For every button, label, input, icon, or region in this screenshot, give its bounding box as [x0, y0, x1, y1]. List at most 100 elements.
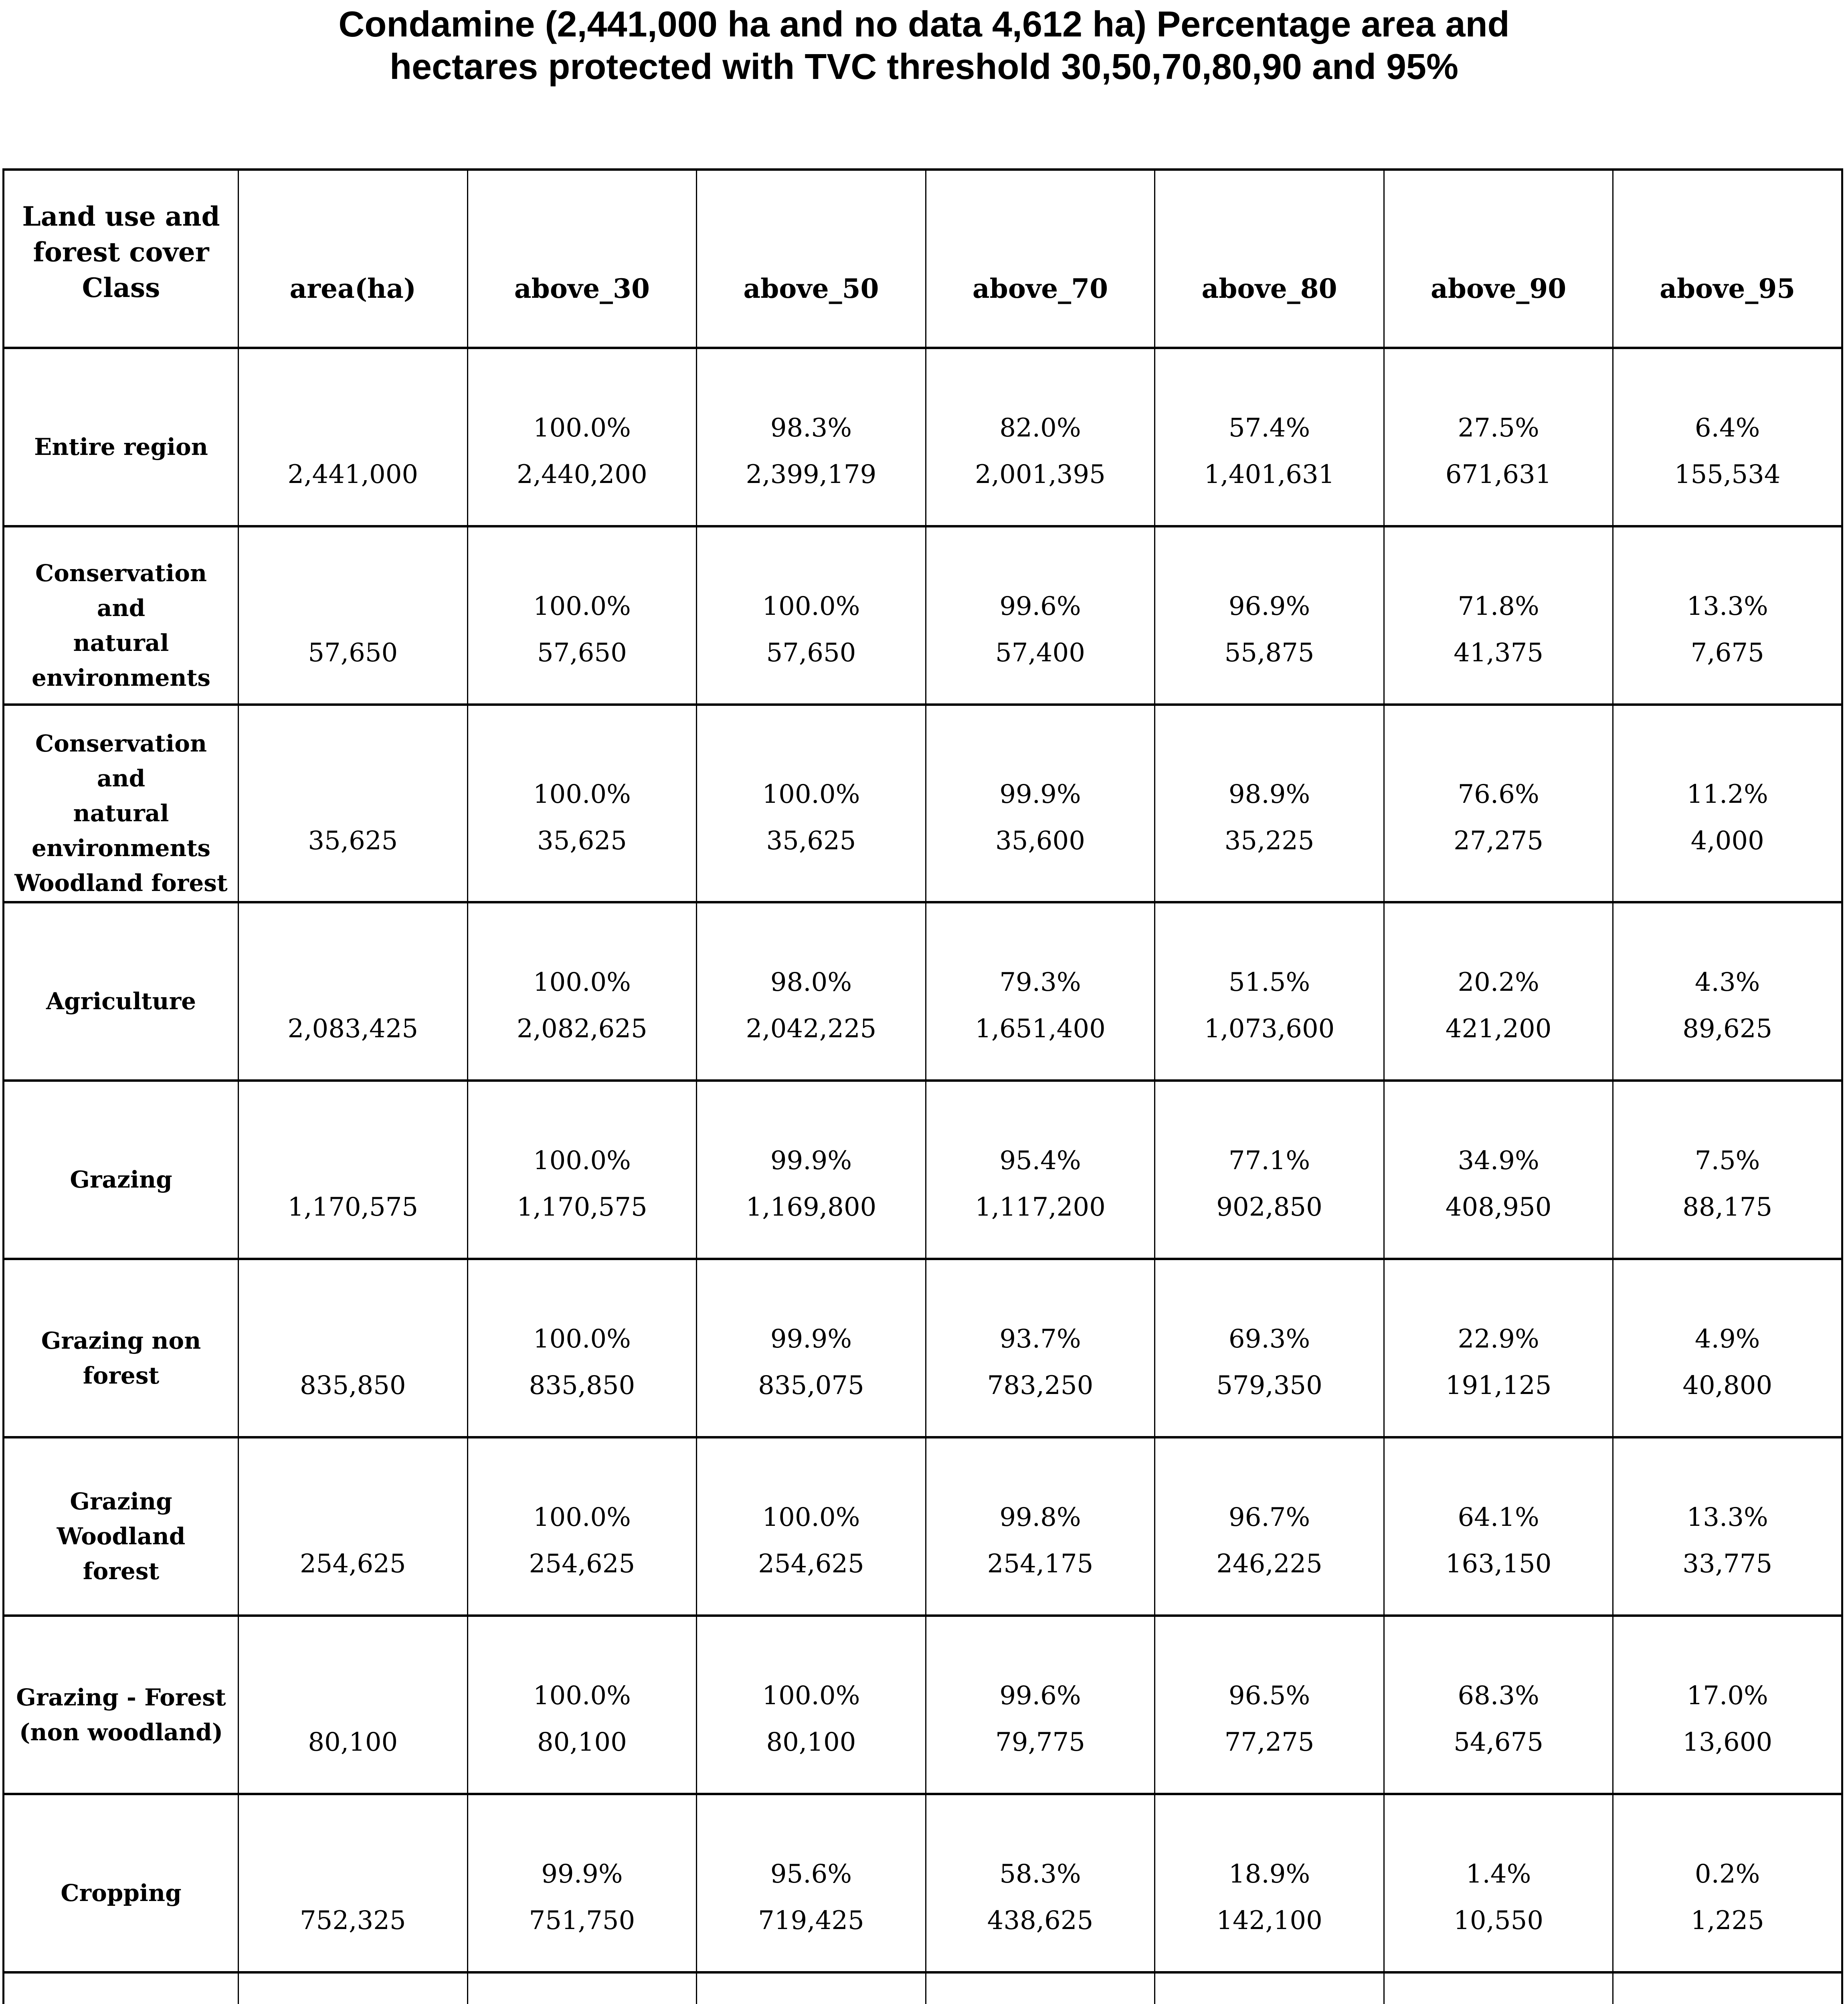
row-area: 1,170,575 [238, 1079, 468, 1260]
row-value-cell: 96.5% 77,275 [1154, 1614, 1385, 1795]
row-value-cell: 4.9% 40,800 [1612, 1258, 1843, 1438]
row-value-cell: 99.9% 835,075 [696, 1258, 926, 1438]
row-value-cell: 98.3% 2,399,179 [696, 347, 926, 527]
row-value-cell: 20.2% 421,200 [1383, 901, 1614, 1082]
row-value-cell: 59.5%95,350 [925, 1971, 1156, 2004]
row-value-cell: 68.3% 54,675 [1383, 1614, 1614, 1795]
row-label: Grazing - Forest (non woodland) [3, 1614, 239, 1795]
title-line-2: hectares protected with TVC threshold 30… [390, 47, 1458, 87]
row-label: Cropping [3, 1793, 239, 1974]
row-value-cell: 99.9%160,025 [467, 1971, 698, 2004]
header-row: Land use and forest cover Class area(ha)… [3, 168, 1843, 349]
column-header-above-30: above_30 [467, 168, 698, 349]
row-value-cell: 100.0% 35,625 [696, 703, 926, 903]
row-label: Conservation and natural environments [3, 525, 239, 706]
report-title: Condamine (2,441,000 ha and no data 4,61… [0, 3, 1848, 88]
row-value-cell: 100.0% 80,100 [467, 1614, 698, 1795]
column-header-above-70: above_70 [925, 168, 1156, 349]
row-value-cell: 96.7% 246,225 [1154, 1436, 1385, 1617]
table-row: Grazing 1,170,575 100.0% 1,170,575 99.9% 1,16… [3, 1079, 1843, 1260]
row-value-cell: 76.6% 27,275 [1383, 703, 1614, 903]
row-value-cell: 99.9% 1,169,800 [696, 1079, 926, 1260]
table-row: Irrigation160,25099.9%160,02595.3%152,72… [3, 1971, 1843, 2004]
row-area: 752,325 [238, 1793, 468, 1974]
row-value-cell: 99.9% 35,600 [925, 703, 1156, 903]
row-area: 80,100 [238, 1614, 468, 1795]
row-area: 35,625 [238, 703, 468, 903]
row-label: Grazing non forest [3, 1258, 239, 1438]
table-row: Conservation and natural environments 57,… [3, 525, 1843, 706]
row-label: Grazing Woodland forest [3, 1436, 239, 1617]
row-value-cell: 17.0% 13,600 [1612, 1614, 1843, 1795]
row-area: 254,625 [238, 1436, 468, 1617]
row-value-cell: 96.9% 55,875 [1154, 525, 1385, 706]
row-area: 835,850 [238, 1258, 468, 1438]
row-value-cell: 100.0% 57,650 [696, 525, 926, 706]
row-value-cell: 82.0% 2,001,395 [925, 347, 1156, 527]
row-value-cell: 98.0% 2,042,225 [696, 901, 926, 1082]
table-body: Entire region 2,441,000 100.0% 2,440,200 98.… [3, 347, 1843, 2004]
row-value-cell: 95.3%152,725 [696, 1971, 926, 2004]
row-value-cell: 99.8% 254,175 [925, 1436, 1156, 1617]
column-header-area-ha: area(ha) [238, 168, 468, 349]
row-label: Irrigation [3, 1971, 239, 2004]
row-value-cell: 57.4% 1,401,631 [1154, 347, 1385, 527]
row-value-cell: 71.8% 41,375 [1383, 525, 1614, 706]
row-value-cell: 100.0% 2,082,625 [467, 901, 698, 1082]
row-value-cell: 69.3% 579,350 [1154, 1258, 1385, 1438]
table-row: Agriculture 2,083,425 100.0% 2,082,625 98.0%… [3, 901, 1843, 1082]
row-value-cell: 6.4% 155,534 [1612, 347, 1843, 527]
row-value-cell: 100.0% 2,440,200 [467, 347, 698, 527]
row-value-cell: 100.0% 57,650 [467, 525, 698, 706]
table-row: Grazing non forest 835,850 100.0% 835,850 99… [3, 1258, 1843, 1438]
row-label: Entire region [3, 347, 239, 527]
row-value-cell: 17.8%28,475 [1154, 1971, 1385, 2004]
row-value-cell: 11.2% 4,000 [1612, 703, 1843, 903]
row-label: Conservation and natural environments Wo… [3, 703, 239, 903]
row-value-cell: 100.0% 80,100 [696, 1614, 926, 1795]
title-line-1: Condamine (2,441,000 ha and no data 4,61… [338, 4, 1510, 44]
column-header-class: Land use and forest cover Class [3, 168, 239, 349]
row-value-cell: 1.4% 10,550 [1383, 1793, 1614, 1974]
row-value-cell: 13.3% 7,675 [1612, 525, 1843, 706]
row-value-cell: 100.0% 835,850 [467, 1258, 698, 1438]
row-value-cell: 4.3% 89,625 [1612, 901, 1843, 1082]
row-value-cell: 64.1% 163,150 [1383, 1436, 1614, 1617]
row-label: Agriculture [3, 901, 239, 1082]
row-value-cell: 7.5% 88,175 [1612, 1079, 1843, 1260]
row-value-cell: 13.3% 33,775 [1612, 1436, 1843, 1617]
row-area: 57,650 [238, 525, 468, 706]
row-value-cell: 95.6% 719,425 [696, 1793, 926, 1974]
row-value-cell: 99.6% 79,775 [925, 1614, 1156, 1795]
row-value-cell: 100.0% 1,170,575 [467, 1079, 698, 1260]
data-table: Land use and forest cover Class area(ha)… [2, 168, 1843, 2004]
row-value-cell: 100.0% 254,625 [467, 1436, 698, 1617]
row-area: 160,250 [238, 1971, 468, 2004]
row-area: 2,441,000 [238, 347, 468, 527]
row-value-cell: 18.9% 142,100 [1154, 1793, 1385, 1974]
row-value-cell: 51.5% 1,073,600 [1154, 901, 1385, 1082]
column-header-above-50: above_50 [696, 168, 926, 349]
row-value-cell: 0.1%225 [1612, 1971, 1843, 2004]
row-value-cell: 100.0% 35,625 [467, 703, 698, 903]
table-row: Conservation and natural environments Wo… [3, 703, 1843, 903]
row-value-cell: 98.9% 35,225 [1154, 703, 1385, 903]
row-label: Grazing [3, 1079, 239, 1260]
row-value-cell: 99.9% 751,750 [467, 1793, 698, 1974]
row-value-cell: 93.7% 783,250 [925, 1258, 1156, 1438]
table-row: Entire region 2,441,000 100.0% 2,440,200 98.… [3, 347, 1843, 527]
row-value-cell: 1.0%1,650 [1383, 1971, 1614, 2004]
column-header-above-95: above_95 [1612, 168, 1843, 349]
row-value-cell: 95.4% 1,117,200 [925, 1079, 1156, 1260]
table-row: Grazing Woodland forest 254,625 100.0% 254,… [3, 1436, 1843, 1617]
row-value-cell: 34.9% 408,950 [1383, 1079, 1614, 1260]
table-row: Grazing - Forest (non woodland) 80,100 100… [3, 1614, 1843, 1795]
row-value-cell: 0.2% 1,225 [1612, 1793, 1843, 1974]
row-value-cell: 27.5% 671,631 [1383, 347, 1614, 527]
row-value-cell: 58.3% 438,625 [925, 1793, 1156, 1974]
row-value-cell: 22.9% 191,125 [1383, 1258, 1614, 1438]
row-value-cell: 100.0% 254,625 [696, 1436, 926, 1617]
row-value-cell: 77.1% 902,850 [1154, 1079, 1385, 1260]
row-value-cell: 79.3% 1,651,400 [925, 901, 1156, 1082]
